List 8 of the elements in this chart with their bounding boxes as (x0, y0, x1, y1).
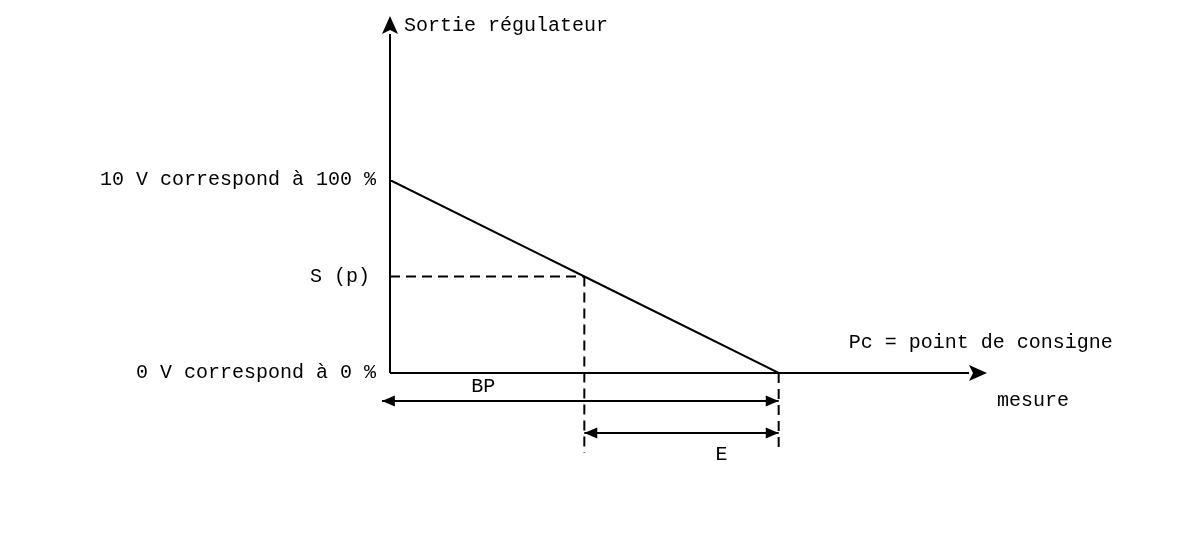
annotation: Pc = point de consigne (848, 331, 1113, 355)
text: Sortie régulateur (404, 14, 609, 38)
text: BP (471, 375, 496, 399)
x-axis-title: mesure (997, 389, 1070, 413)
text: E (715, 443, 728, 467)
ref-line-label: S (p) (309, 264, 370, 288)
text: 10 V correspond à 100 % (99, 168, 377, 192)
text: 0 V correspond à 0 % (135, 361, 377, 385)
